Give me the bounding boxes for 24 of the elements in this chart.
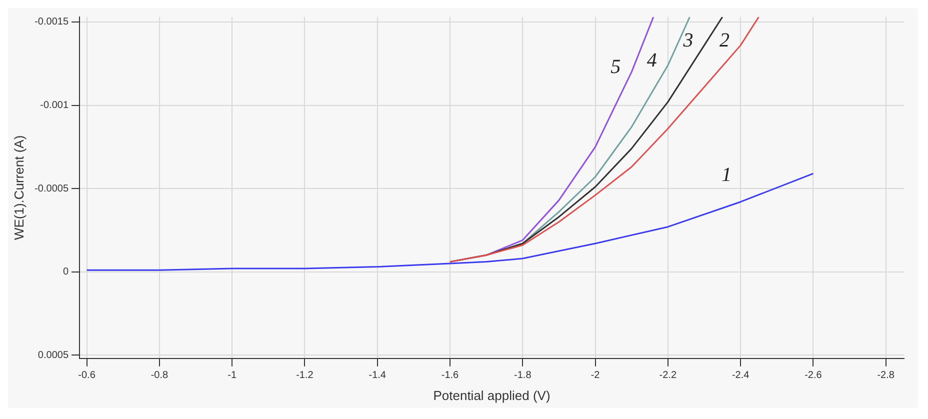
y-tick-label: -0.001 <box>40 100 69 112</box>
x-tick-label: -2.2 <box>659 370 677 382</box>
x-tick-label: -1.2 <box>296 370 314 382</box>
x-tick-label: -2 <box>590 370 600 382</box>
y-tick-label: -0.0005 <box>34 183 69 194</box>
x-axis-title: Potential applied (V) <box>433 388 550 403</box>
x-tick-label: -0.6 <box>78 370 96 382</box>
annotation: 2 <box>720 30 730 52</box>
x-tick-label: -1.4 <box>368 370 386 382</box>
annotation: 5 <box>610 56 621 78</box>
x-tick-label: -0.8 <box>150 370 168 382</box>
x-tick-label: -1 <box>228 370 237 382</box>
y-tick-label: 0.0005 <box>38 350 69 361</box>
annotation: 3 <box>682 30 694 52</box>
x-tick-label: -1.8 <box>514 370 532 382</box>
x-tick-label: -1.6 <box>441 370 460 382</box>
y-axis-title: WE(1).Current (A) <box>11 135 26 240</box>
annotation: 4 <box>646 50 657 72</box>
x-tick-label: -2.6 <box>804 370 822 382</box>
x-tick-label: -2.4 <box>732 370 750 382</box>
annotation: 1 <box>722 164 732 186</box>
y-tick-label: 0 <box>62 266 69 278</box>
x-tick-label: -2.8 <box>877 370 895 382</box>
y-tick-label: -0.0015 <box>34 16 69 28</box>
